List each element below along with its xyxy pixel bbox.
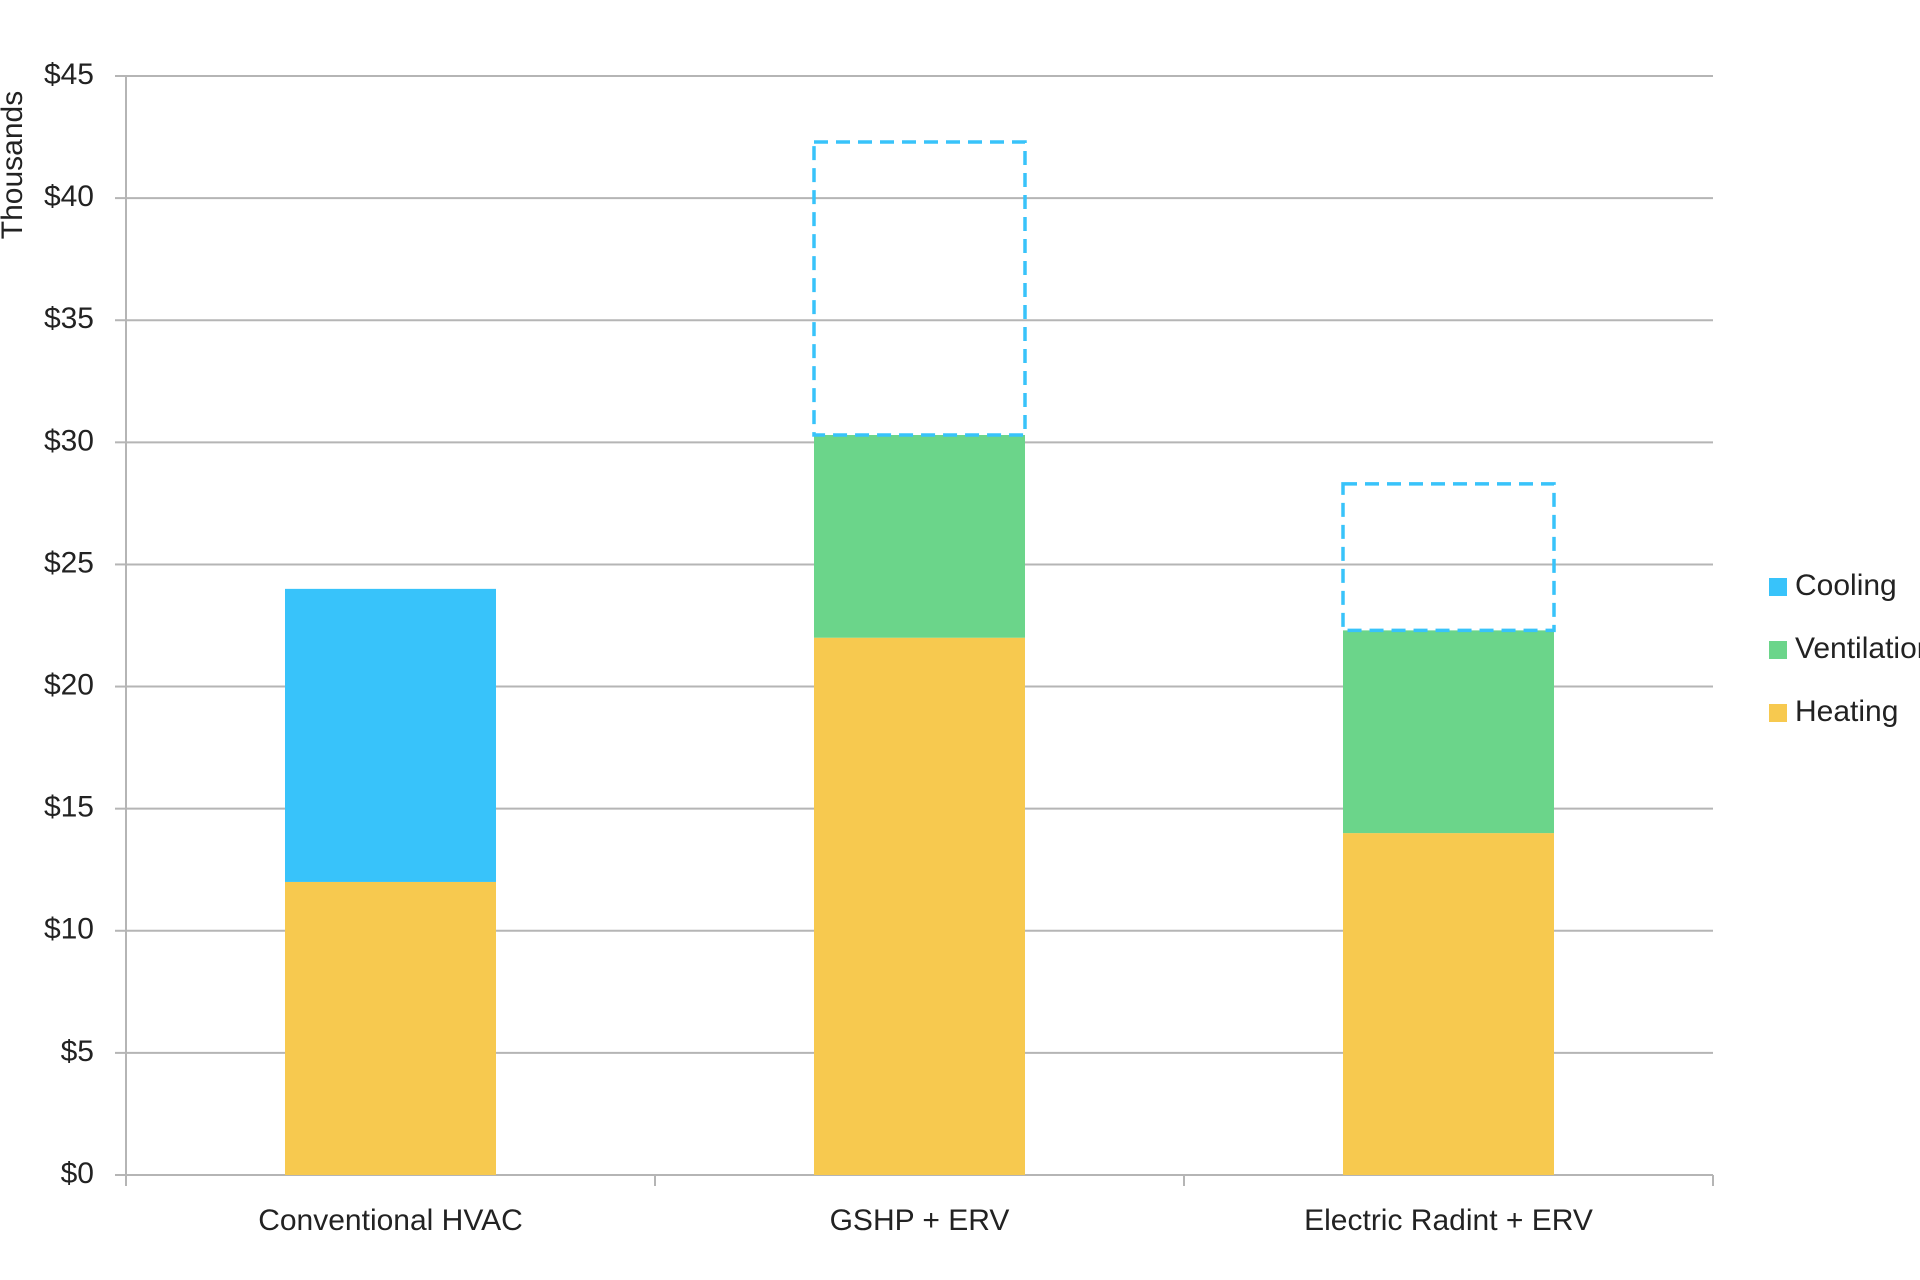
x-tick-label: Conventional HVAC	[258, 1204, 523, 1237]
y-tick-label: $20	[44, 668, 94, 701]
y-tick-label: $15	[44, 791, 94, 824]
x-tick-label: Electric Radint + ERV	[1304, 1204, 1593, 1237]
legend-swatch	[1769, 641, 1787, 659]
legend-swatch	[1769, 578, 1787, 596]
legend-label: Heating	[1795, 695, 1898, 728]
bar-segment-dashed	[1341, 482, 1556, 633]
bar-segment	[285, 588, 496, 882]
legend-label: Cooling	[1795, 569, 1897, 602]
bar-segment	[285, 881, 496, 1175]
y-axis-label: Thousands	[0, 91, 29, 239]
y-tick-label: $10	[44, 913, 94, 946]
y-tick-label: $45	[44, 58, 94, 91]
y-tick-label: $30	[44, 424, 94, 457]
bar-segment	[1343, 630, 1554, 834]
bar-segment	[814, 637, 1025, 1175]
y-tick-label: $25	[44, 546, 94, 579]
bar-segment-dashed	[812, 140, 1027, 437]
legend-swatch	[1769, 704, 1787, 722]
y-tick-label: $35	[44, 302, 94, 335]
y-tick-label: $5	[61, 1035, 94, 1068]
x-tick-label: GSHP + ERV	[830, 1204, 1010, 1237]
y-tick-label: $40	[44, 180, 94, 213]
bar-segment	[814, 435, 1025, 638]
bar-segment	[1343, 833, 1554, 1175]
legend-label: Ventilation	[1795, 632, 1920, 665]
y-tick-label: $0	[61, 1157, 94, 1190]
